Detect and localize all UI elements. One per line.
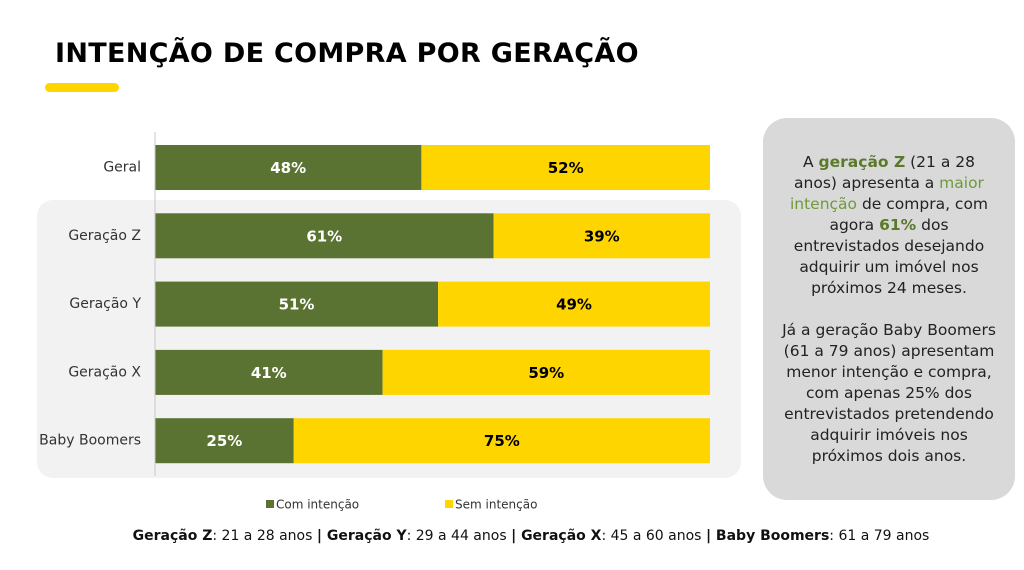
value-label: 59% [528,364,564,382]
value-label: 51% [279,296,315,314]
slide-title: INTENÇÃO DE COMPRA POR GERAÇÃO [55,38,639,69]
sidebar-text: de compra, com agora [829,195,989,234]
footer-text: | Baby Boomers [705,528,830,544]
sidebar-text: A [803,153,819,171]
footer-text: : 21 a 28 anos [212,528,317,544]
footer-text: | Geração Y [316,528,407,544]
category-label: Geração X [68,364,141,380]
sidebar-text: Já a geração Baby Boomers (61 a 79 anos)… [782,321,996,465]
value-label: 49% [556,296,592,314]
footer-text: | Geração X [511,528,602,544]
footer-text: : 29 a 44 anos [406,528,512,544]
sidebar-text: dos entrevistados desejando adquirir um … [793,216,985,297]
sidebar: A geração Z (21 a 28 anos) apresenta a m… [763,118,1015,500]
bar-segment [155,145,422,190]
footer-text: : 45 a 60 anos [601,528,706,544]
bar-segment [155,349,383,395]
value-label: 75% [484,432,520,450]
bar-segment [155,213,494,259]
highlight-panel [37,200,741,478]
title-underline [45,83,119,92]
sidebar-text: 61% [879,216,917,234]
footer: Geração Z: 21 a 28 anos | Geração Y: 29 … [0,528,1024,544]
sidebar-paragraph: A geração Z (21 a 28 anos) apresenta a m… [781,152,997,299]
footer-text: Geração Z [132,528,213,544]
bar-segment [438,281,710,327]
sidebar-text: maior intenção [789,174,984,213]
value-label: 48% [270,159,306,177]
chart: Geral 48% 52% Geração Z 61% 39% Geração Y 51% 49… [37,132,741,512]
category-label: Geração Y [69,296,141,312]
legend-label: Sem intenção [455,498,537,512]
category-label: Geral [103,160,141,176]
bar-segment [493,213,710,259]
legend-label: Com intenção [276,498,359,512]
sidebar-text: (21 a 28 anos) apresenta a [794,153,975,192]
value-label: 39% [584,227,620,245]
bar-segment [293,418,710,464]
bar-segment [421,145,710,190]
value-label: 52% [548,159,584,177]
bar-segment [382,349,710,395]
category-label: Baby Boomers [39,433,141,449]
value-label: 41% [251,364,287,382]
category-label: Geração Z [68,228,141,244]
legend-swatch [266,500,274,508]
sidebar-paragraph: Já a geração Baby Boomers (61 a 79 anos)… [781,320,997,467]
value-label: 25% [206,432,242,450]
legend-swatch [445,500,453,508]
value-label: 61% [306,227,342,245]
sidebar-text: geração Z [818,153,906,171]
bar-segment [155,281,439,327]
bar-segment [155,418,294,464]
footer-text: : 61 a 79 anos [829,528,930,544]
